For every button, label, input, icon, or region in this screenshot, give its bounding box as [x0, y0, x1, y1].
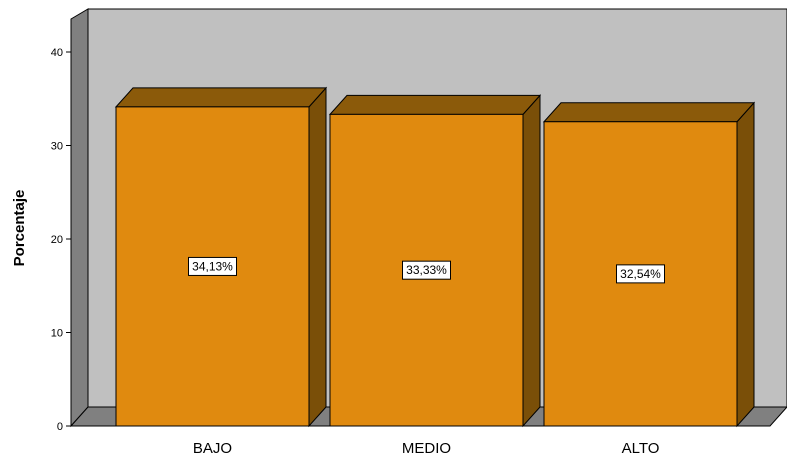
bar-alto: 32,54% [542, 101, 756, 428]
bar-top [542, 102, 756, 123]
data-label: 33,33% [406, 263, 447, 277]
data-label-box [402, 260, 451, 280]
x-tick-label: BAJO [193, 440, 232, 457]
y-axis: 0 10 20 30 40 [51, 47, 71, 433]
y-axis-title: Porcentaje [11, 190, 28, 267]
y-tick-label: 30 [51, 141, 63, 153]
y-tick-label: 20 [51, 234, 63, 246]
bar-side [736, 101, 755, 428]
bars: 34,13% 33,33% 32,54% [114, 86, 756, 428]
y-tick-label: 10 [51, 328, 63, 340]
bar-side [308, 86, 327, 428]
left-wall [70, 8, 89, 428]
data-label: 34,13% [192, 259, 233, 273]
y-tick-label: 40 [51, 47, 63, 59]
x-tick-label: ALTO [622, 440, 660, 457]
data-label: 32,54% [620, 267, 661, 281]
data-label-box [616, 264, 665, 284]
bar-top [114, 87, 328, 108]
data-label-box [188, 256, 237, 276]
x-tick-label: MEDIO [402, 440, 451, 457]
bar-medio: 33,33% [328, 94, 542, 428]
bar-side [522, 94, 541, 428]
x-axis: BAJO MEDIO ALTO [193, 440, 659, 457]
bar-bajo: 34,13% [114, 86, 328, 428]
y-tick-label: 0 [57, 421, 63, 433]
bar-top [328, 94, 542, 115]
